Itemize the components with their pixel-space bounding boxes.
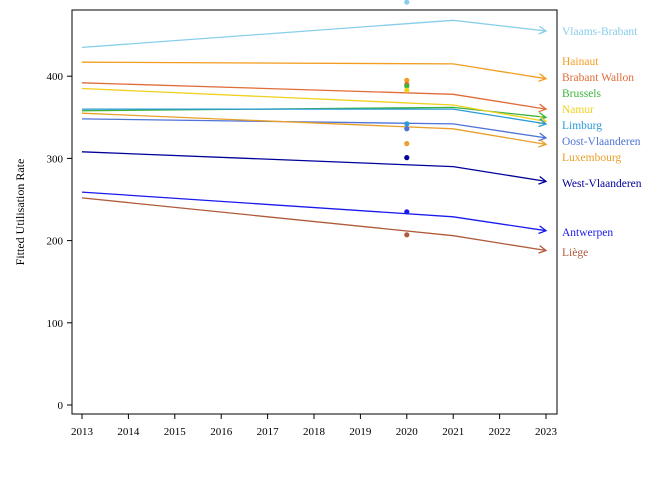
x-tick-label: 2017 xyxy=(257,426,280,438)
legend-label: Vlaams-Brabant xyxy=(562,26,638,38)
y-tick-label: 300 xyxy=(47,153,64,165)
x-tick-label: 2013 xyxy=(71,426,94,438)
series-line xyxy=(81,151,547,183)
series-arrowhead xyxy=(538,25,548,35)
legend-label: Brabant Wallon xyxy=(562,72,634,84)
legend-label: Hainaut xyxy=(562,56,599,68)
data-point-2020 xyxy=(404,87,410,93)
series-oost-vlaanderen xyxy=(81,118,548,142)
series-arrowhead xyxy=(538,175,548,185)
series-limburg xyxy=(82,108,548,128)
data-point-2020 xyxy=(404,126,410,132)
series-lines xyxy=(81,19,548,254)
series-line xyxy=(81,82,547,110)
axes: 2013 2014 2015 2016 2017 2018 2019 2020 2021 2022… xyxy=(47,9,558,438)
series-hainaut xyxy=(81,61,548,82)
x-tick-label: 2022 xyxy=(489,426,511,438)
series-line xyxy=(81,112,547,146)
series-line xyxy=(81,197,547,252)
data-point-2020 xyxy=(404,141,410,147)
y-axis-title: Fitted Utilisation Rate xyxy=(13,159,27,266)
series-luxembourg xyxy=(81,112,548,148)
legend-label: Oost-Vlaanderen xyxy=(562,136,641,148)
series-arrowhead xyxy=(538,245,548,254)
legend-label: Antwerpen xyxy=(562,227,613,239)
series-antwerpen xyxy=(81,191,548,235)
x-tick-label: 2023 xyxy=(535,426,558,438)
data-point-2020 xyxy=(404,0,410,5)
legend-label: Limburg xyxy=(562,120,602,132)
series-arrowhead xyxy=(538,118,548,128)
y-tick-label: 0 xyxy=(58,400,64,412)
series-line xyxy=(81,61,547,80)
x-tick-label: 2015 xyxy=(164,426,187,438)
data-point-2020 xyxy=(404,77,410,83)
points-2020 xyxy=(404,0,410,238)
x-tick-label: 2014 xyxy=(117,426,140,438)
data-point-2020 xyxy=(404,209,410,215)
series-vlaams-brabant xyxy=(81,19,548,49)
legend-label: Luxembourg xyxy=(562,152,621,164)
data-point-2020 xyxy=(404,155,410,161)
series-arrowhead xyxy=(538,138,548,148)
data-point-2020 xyxy=(404,121,410,127)
x-tick-label: 2021 xyxy=(442,426,464,438)
data-point-2020 xyxy=(404,83,410,89)
data-point-2020 xyxy=(404,232,410,238)
x-tick-label: 2020 xyxy=(396,426,419,438)
x-tick-label: 2016 xyxy=(210,426,233,438)
series-line xyxy=(81,191,547,232)
series-arrowhead xyxy=(538,103,548,113)
series-line xyxy=(82,108,547,125)
legend-label: West-Vlaanderen xyxy=(562,178,642,190)
series-arrowhead xyxy=(538,73,548,82)
series-line xyxy=(81,87,547,123)
series-brabant-wallon xyxy=(81,82,548,113)
y-tick-label: 400 xyxy=(47,71,64,83)
plot-frame xyxy=(71,9,558,415)
legend-label: Brussels xyxy=(562,88,602,100)
x-tick-label: 2019 xyxy=(349,426,372,438)
series-li-ge xyxy=(81,197,548,254)
x-tick-label: 2018 xyxy=(303,426,326,438)
series-west-vlaanderen xyxy=(81,151,548,185)
series-line xyxy=(81,118,547,139)
series-arrowhead xyxy=(538,225,548,235)
legend: Vlaams-Brabant Hainaut Brabant Wallon Bruss… xyxy=(562,26,642,259)
legend-label: Namur xyxy=(562,104,594,116)
legend-label: Liège xyxy=(562,247,588,259)
y-tick-label: 200 xyxy=(47,236,64,248)
series-namur xyxy=(81,87,548,125)
series-line xyxy=(81,19,547,49)
y-tick-label: 100 xyxy=(47,318,64,330)
